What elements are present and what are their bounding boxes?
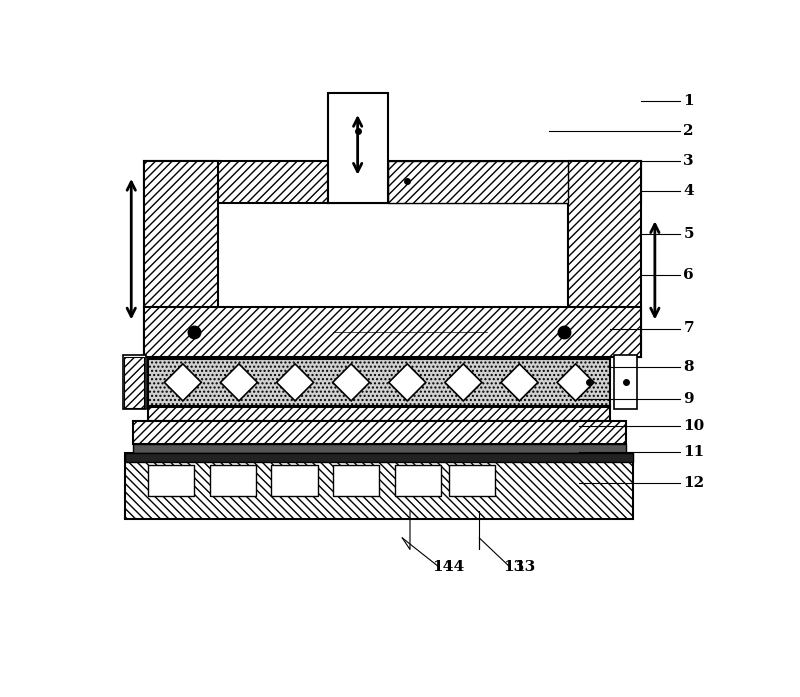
Text: 6: 6 <box>683 268 694 282</box>
Bar <box>124 357 144 408</box>
Bar <box>122 355 146 409</box>
Polygon shape <box>164 364 202 401</box>
Bar <box>148 465 194 496</box>
Polygon shape <box>277 364 314 401</box>
Polygon shape <box>333 364 370 401</box>
Bar <box>449 465 494 496</box>
Bar <box>133 444 626 453</box>
Text: 11: 11 <box>683 445 705 459</box>
Bar <box>144 307 641 357</box>
Text: 5: 5 <box>683 227 694 240</box>
Bar <box>328 160 388 203</box>
Text: 12: 12 <box>683 475 705 489</box>
Text: 7: 7 <box>683 321 694 335</box>
Bar <box>614 355 637 409</box>
Text: 9: 9 <box>683 392 694 406</box>
Text: 4: 4 <box>683 185 694 199</box>
Text: 8: 8 <box>683 360 694 374</box>
Bar <box>218 203 568 357</box>
Text: 13: 13 <box>514 560 535 574</box>
Bar <box>568 160 641 357</box>
Polygon shape <box>221 364 258 401</box>
Bar <box>133 421 626 444</box>
Bar <box>328 93 388 203</box>
Text: 2: 2 <box>683 124 694 139</box>
Text: 13: 13 <box>503 560 525 574</box>
Polygon shape <box>389 364 426 401</box>
Polygon shape <box>445 364 482 401</box>
Bar <box>148 359 610 406</box>
Text: 14: 14 <box>433 560 454 574</box>
Text: 14: 14 <box>443 560 464 574</box>
Bar <box>210 465 256 496</box>
Bar <box>271 465 318 496</box>
Bar <box>144 160 218 357</box>
Bar <box>333 465 379 496</box>
Bar <box>148 407 610 421</box>
Polygon shape <box>557 364 594 401</box>
Bar <box>394 465 441 496</box>
Text: 3: 3 <box>683 153 694 168</box>
Bar <box>125 453 634 519</box>
Bar <box>388 160 568 203</box>
Bar <box>125 453 634 463</box>
Polygon shape <box>501 364 538 401</box>
Text: 10: 10 <box>683 420 705 434</box>
Bar <box>144 160 641 203</box>
Text: 1: 1 <box>683 93 694 107</box>
